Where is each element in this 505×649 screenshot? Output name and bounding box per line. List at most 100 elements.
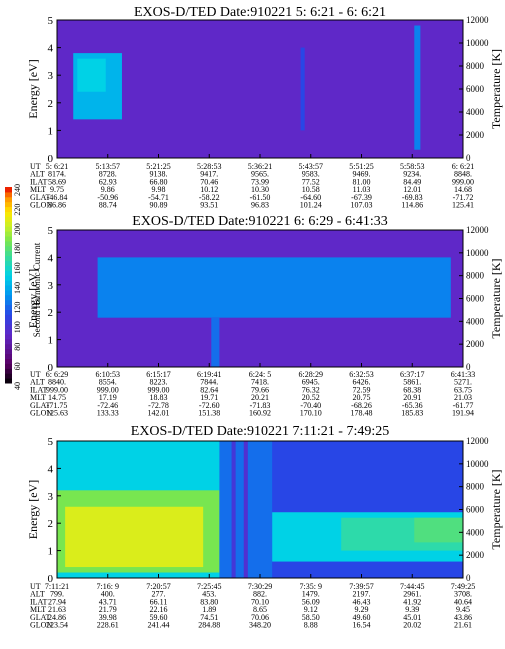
y-right-axis-label: Temperature [K]	[489, 469, 503, 549]
table-cell: 107.03	[351, 201, 373, 210]
y-right-tick-label: 2000	[466, 550, 485, 560]
table-row-label: UT	[30, 582, 41, 591]
colorbar-label: Second Harmonic Current	[32, 242, 42, 337]
table-cell: 8840.	[48, 378, 66, 387]
table-cell: -58.22	[199, 193, 220, 202]
table-row-label: GLON	[30, 621, 52, 630]
y-right-tick-label: 0	[466, 362, 471, 372]
table-cell: 82.64	[200, 385, 218, 394]
colorbar-tick-label: 240	[13, 184, 22, 196]
y-tick-label: 2	[48, 518, 54, 530]
table-cell: 18.83	[150, 393, 168, 402]
table-cell: 400.	[101, 590, 115, 599]
table-row-label: GLAT	[30, 401, 51, 410]
table-cell: 58.50	[302, 613, 320, 622]
table-cell: -72.78	[148, 401, 169, 410]
y-right-tick-label: 8000	[466, 61, 485, 71]
table-cell: 43.86	[454, 613, 472, 622]
table-cell: 6:19:41	[197, 370, 221, 379]
y-right-tick-label: 4000	[466, 316, 485, 326]
table-cell: 7:44:45	[400, 582, 424, 591]
colorbar-tick-label: 200	[13, 223, 22, 235]
colorbar-cell	[5, 289, 12, 296]
table-cell: 241.44	[148, 621, 170, 630]
colorbar-cell	[5, 196, 12, 203]
table-cell: -65.36	[402, 401, 423, 410]
colorbar-tick-label: 120	[13, 302, 22, 314]
y-right-tick-label: 2000	[466, 130, 485, 140]
y-tick-label: 4	[48, 43, 54, 55]
colorbar-cell	[5, 363, 12, 369]
table-cell: 9.45	[456, 605, 470, 614]
table-cell: 9.75	[50, 185, 64, 194]
colorbar-cell	[5, 226, 12, 232]
heatmap-patch	[414, 517, 463, 543]
table-cell: 88.74	[99, 201, 117, 210]
y-tick-label: 2	[48, 98, 54, 110]
table-cell: 63.75	[454, 385, 472, 394]
table-row-label: ALT	[30, 170, 45, 179]
colorbar-cell	[5, 240, 12, 247]
colorbar-cell	[5, 206, 12, 212]
table-cell: 999.00	[148, 385, 170, 394]
table-cell: 6:24: 5	[249, 370, 271, 379]
y-right-tick-label: 12000	[466, 225, 489, 235]
table-cell: 7:20:57	[146, 582, 170, 591]
colorbar-cell	[5, 348, 12, 355]
table-cell: 6: 6:29	[46, 370, 68, 379]
table-cell: -61.50	[250, 193, 271, 202]
table-cell: 7:39:57	[349, 582, 373, 591]
y-right-tick-label: 10000	[466, 248, 489, 258]
table-cell: 277.	[152, 590, 166, 599]
table-cell: 20.75	[353, 393, 371, 402]
table-cell: 20.91	[403, 393, 421, 402]
table-cell: 191.94	[452, 409, 474, 418]
table-cell: 21.61	[454, 621, 472, 630]
table-cell: 19.71	[200, 393, 218, 402]
table-row-label: ALT	[30, 590, 45, 599]
colorbar-cell	[5, 187, 12, 193]
table-cell: 70.06	[251, 613, 269, 622]
table-cell: 66.11	[150, 597, 168, 606]
table-cell: 5:21:25	[146, 162, 170, 171]
table-cell: 20.21	[251, 393, 269, 402]
y-tick-label: 4	[48, 463, 54, 475]
colorbar-cell	[5, 324, 12, 330]
y-right-axis-label: Temperature [K]	[489, 258, 503, 338]
table-cell: 62.93	[99, 177, 117, 186]
table-cell: 9565.	[251, 170, 269, 179]
table-cell: -71.83	[250, 401, 271, 410]
table-cell: 70.46	[200, 177, 218, 186]
table-row-label: UT	[30, 162, 41, 171]
table-cell: 6945.	[302, 378, 320, 387]
table-cell: 170.10	[300, 409, 322, 418]
table-cell: 10.58	[302, 185, 320, 194]
table-cell: 9583.	[302, 170, 320, 179]
table-cell: 999.00	[97, 385, 119, 394]
table-cell: 40.64	[454, 597, 472, 606]
table-cell: 223.54	[46, 621, 68, 630]
colorbar-cell	[5, 270, 12, 276]
table-row-label: MLT	[30, 185, 46, 194]
table-cell: 6: 6:21	[452, 162, 474, 171]
chart-title: EXOS-D/TED Date:910221 7:11:21 - 7:49:25	[131, 424, 389, 439]
colorbar-cell	[5, 334, 12, 340]
table-cell: 59.60	[150, 613, 168, 622]
heatmap-patch	[300, 47, 305, 131]
colorbar-cell	[5, 309, 12, 315]
colorbar-cell	[5, 373, 12, 379]
table-row-label: ILAT	[30, 177, 47, 186]
table-cell: 228.61	[97, 621, 119, 630]
table-cell: 9.12	[304, 605, 318, 614]
y-right-tick-label: 6000	[466, 84, 485, 94]
table-cell: 58.69	[48, 177, 66, 186]
colorbar-cell	[5, 250, 12, 257]
table-cell: 7:35: 9	[300, 582, 322, 591]
colorbar-tick-label: 140	[13, 282, 22, 294]
table-cell: 83.80	[200, 597, 218, 606]
table-cell: 72.59	[353, 385, 371, 394]
table-cell: 21.63	[48, 605, 66, 614]
table-cell: -72.60	[199, 401, 220, 410]
heatmap-patch	[97, 257, 451, 318]
